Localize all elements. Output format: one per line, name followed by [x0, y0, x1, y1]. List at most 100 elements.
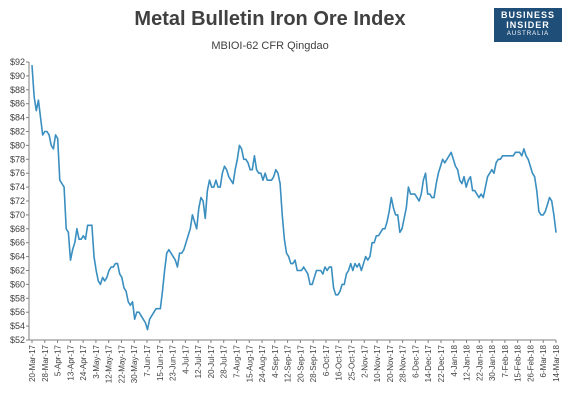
- chart-title: Metal Bulletin Iron Ore Index: [134, 8, 406, 30]
- data-point: [170, 252, 172, 254]
- data-point: [200, 196, 202, 199]
- data-point: [33, 96, 35, 98]
- data-point: [127, 301, 129, 303]
- data-point: [345, 273, 347, 275]
- data-point: [493, 172, 495, 174]
- y-tick-label: $58: [10, 293, 25, 303]
- data-point: [260, 172, 262, 174]
- data-point: [168, 249, 170, 251]
- data-point: [388, 210, 390, 213]
- data-point: [290, 262, 292, 265]
- data-point: [61, 183, 63, 185]
- data-point: [350, 262, 352, 265]
- y-tick-label: $90: [10, 71, 25, 81]
- x-tick-label: 28-Mar-17: [41, 344, 50, 381]
- data-point: [226, 169, 228, 171]
- data-point: [407, 186, 410, 188]
- data-point: [251, 169, 253, 171]
- logo-line-1: BUSINESS: [500, 10, 555, 20]
- data-point: [255, 169, 258, 171]
- y-tick-label: $74: [10, 182, 25, 192]
- data-point: [401, 228, 403, 230]
- data-point: [480, 193, 482, 195]
- data-point: [84, 238, 87, 240]
- data-point: [330, 266, 333, 268]
- data-point: [191, 214, 194, 216]
- data-point: [491, 169, 493, 171]
- data-point: [499, 158, 501, 160]
- data-point: [136, 311, 138, 313]
- data-point: [59, 179, 61, 181]
- data-point: [31, 64, 33, 67]
- x-tick-label: 28-Nov-17: [399, 344, 408, 382]
- data-point: [416, 196, 418, 199]
- data-point: [230, 179, 232, 181]
- data-point: [360, 269, 362, 272]
- data-point: [362, 262, 365, 265]
- data-point: [300, 269, 303, 272]
- data-point: [380, 231, 382, 233]
- data-point: [234, 169, 236, 171]
- data-point: [99, 283, 102, 285]
- data-point: [134, 318, 136, 320]
- data-point: [172, 256, 174, 258]
- data-point: [198, 207, 200, 209]
- x-tick-label: 12-Sep-17: [284, 344, 293, 382]
- data-point: [138, 311, 140, 313]
- data-point: [151, 315, 153, 317]
- data-point: [523, 148, 525, 150]
- data-point: [471, 189, 474, 192]
- data-point: [277, 172, 279, 174]
- data-point: [548, 196, 551, 199]
- data-point: [489, 172, 491, 174]
- y-tick-label: $92: [10, 57, 25, 67]
- y-tick-label: $80: [10, 140, 25, 150]
- x-tick-label: 16-Oct-17: [335, 344, 344, 380]
- data-point: [164, 269, 166, 272]
- data-point: [37, 99, 40, 101]
- data-point: [439, 165, 442, 167]
- data-point: [63, 186, 65, 188]
- y-tick-label: $86: [10, 99, 25, 109]
- data-point: [288, 256, 290, 258]
- data-point: [202, 200, 204, 202]
- logo-line-2: INSIDER: [506, 20, 550, 30]
- data-point: [527, 158, 529, 160]
- data-point: [208, 179, 211, 181]
- data-point: [243, 158, 245, 160]
- x-tick-label: 20-Sep-17: [296, 344, 305, 382]
- data-point: [189, 228, 191, 230]
- x-tick-label: 20-Jul-17: [207, 344, 216, 378]
- data-point: [506, 155, 508, 157]
- data-point: [292, 262, 294, 265]
- data-point: [315, 269, 318, 272]
- data-point: [268, 179, 270, 181]
- x-tick-label: 23-Jun-17: [169, 344, 178, 381]
- x-tick-label: 4-Sep-17: [271, 344, 280, 377]
- data-point: [339, 290, 341, 292]
- data-point: [514, 151, 516, 153]
- data-point: [153, 311, 155, 313]
- data-point: [347, 269, 350, 272]
- data-point: [228, 176, 230, 178]
- data-point: [144, 322, 146, 324]
- data-point: [457, 169, 459, 171]
- data-point: [294, 259, 296, 261]
- data-point: [461, 183, 463, 185]
- data-point: [193, 221, 196, 223]
- y-tick-label: $76: [10, 168, 25, 178]
- data-point: [516, 151, 519, 153]
- data-point: [508, 155, 510, 157]
- data-point: [454, 165, 457, 167]
- y-tick-label: $60: [10, 279, 25, 289]
- data-point: [159, 308, 161, 310]
- data-point: [52, 148, 54, 150]
- data-point: [403, 217, 405, 219]
- data-point: [215, 179, 217, 181]
- data-point: [176, 266, 179, 268]
- x-tick-label: 28-Jul-17: [220, 344, 229, 378]
- y-tick-label: $52: [10, 335, 25, 345]
- x-tick-label: 7-Aug-17: [232, 344, 241, 377]
- data-point: [332, 287, 335, 289]
